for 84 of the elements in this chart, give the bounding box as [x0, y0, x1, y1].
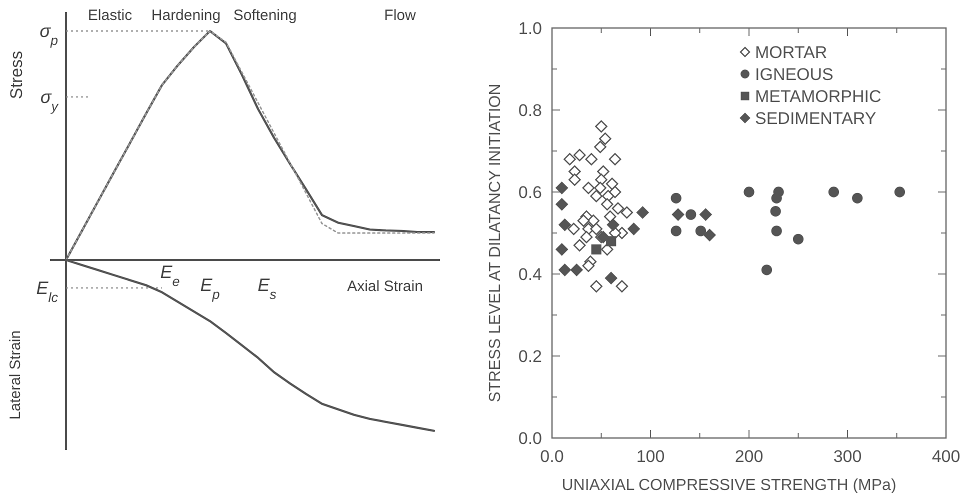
- point: [670, 226, 682, 236]
- y-tick-label: 0.8: [518, 101, 542, 120]
- point: [573, 239, 586, 252]
- point: [604, 272, 618, 284]
- ref-line-label: E$_{lc}$: [36, 278, 58, 304]
- point: [770, 206, 781, 217]
- point: [585, 153, 598, 166]
- x-tick-label: 100: [636, 447, 665, 466]
- point: [686, 209, 696, 220]
- point: [703, 228, 716, 242]
- point: [628, 222, 640, 236]
- point: [771, 192, 782, 204]
- point: [608, 153, 622, 166]
- text: Hardening: [151, 7, 221, 24]
- y-tick-label: 0.4: [518, 265, 542, 284]
- point: [558, 218, 571, 231]
- y-axis-title: STRESS LEVEL AT DILATANCY INITIATION: [487, 84, 504, 402]
- point: [590, 280, 602, 292]
- point: [568, 174, 581, 186]
- x-tick-label: 400: [932, 447, 960, 466]
- point: [616, 280, 628, 292]
- point: [761, 264, 772, 276]
- point: [828, 186, 840, 198]
- point: [792, 234, 804, 244]
- point: [597, 165, 610, 178]
- annotation: E$_{s}$: [258, 275, 277, 302]
- y-tick-label: 1.0: [518, 19, 542, 38]
- point: [599, 132, 612, 145]
- point: [594, 182, 606, 194]
- point: [577, 214, 590, 227]
- point: [568, 222, 580, 236]
- point: [608, 186, 622, 198]
- x-tick-label: 300: [833, 447, 862, 466]
- point: [672, 208, 684, 221]
- point: [594, 140, 606, 154]
- point: [582, 182, 595, 194]
- point: [573, 148, 586, 162]
- legend-label: SEDIMENTARY: [755, 109, 876, 128]
- annotation: E$_{p}$: [200, 275, 220, 302]
- point: [852, 192, 863, 204]
- point: [590, 190, 602, 202]
- point: [612, 202, 624, 215]
- point: [601, 198, 614, 210]
- point: [606, 236, 616, 246]
- point: [636, 206, 649, 219]
- point: [620, 206, 634, 219]
- point: [604, 210, 616, 223]
- text: Softening: [233, 7, 297, 24]
- text: Lateral Strain: [7, 330, 24, 420]
- ref-line-label: σ$_{y}$: [40, 86, 60, 114]
- legend-label: IGNEOUS: [755, 65, 834, 84]
- point: [558, 264, 571, 276]
- x-axis-title: UNIAXIAL COMPRESSIVE STRENGTH (MPa): [562, 477, 896, 493]
- point: [670, 192, 682, 204]
- point: [744, 186, 754, 198]
- point: [700, 208, 712, 221]
- point: [580, 230, 593, 244]
- point: [556, 243, 568, 256]
- y-tick-label: 0.6: [518, 183, 542, 202]
- point: [570, 264, 583, 276]
- point: [695, 226, 706, 236]
- text: Flow: [384, 7, 416, 24]
- point: [606, 218, 620, 231]
- ref-line-label: σ$_{p}$: [40, 21, 58, 48]
- legend-label: METAMORPHIC: [755, 87, 882, 106]
- annotation: E$_{e}$: [160, 262, 180, 288]
- annotation: Axial Strain: [347, 278, 423, 295]
- point: [771, 226, 782, 236]
- y-axis-title: Stress: [7, 50, 26, 100]
- point: [556, 182, 568, 194]
- legend-label: MORTAR: [755, 43, 828, 62]
- y-tick-label: 0.0: [518, 429, 542, 448]
- text: Elastic: [88, 7, 133, 24]
- x-tick-label: 0.0: [540, 447, 564, 466]
- point: [606, 178, 618, 190]
- x-tick-label: 200: [734, 447, 764, 466]
- point: [591, 244, 602, 254]
- point: [595, 120, 608, 133]
- point: [564, 153, 576, 166]
- y-tick-label: 0.2: [518, 347, 542, 366]
- point: [590, 222, 602, 236]
- point: [894, 186, 906, 198]
- point: [582, 260, 595, 272]
- point: [556, 198, 568, 210]
